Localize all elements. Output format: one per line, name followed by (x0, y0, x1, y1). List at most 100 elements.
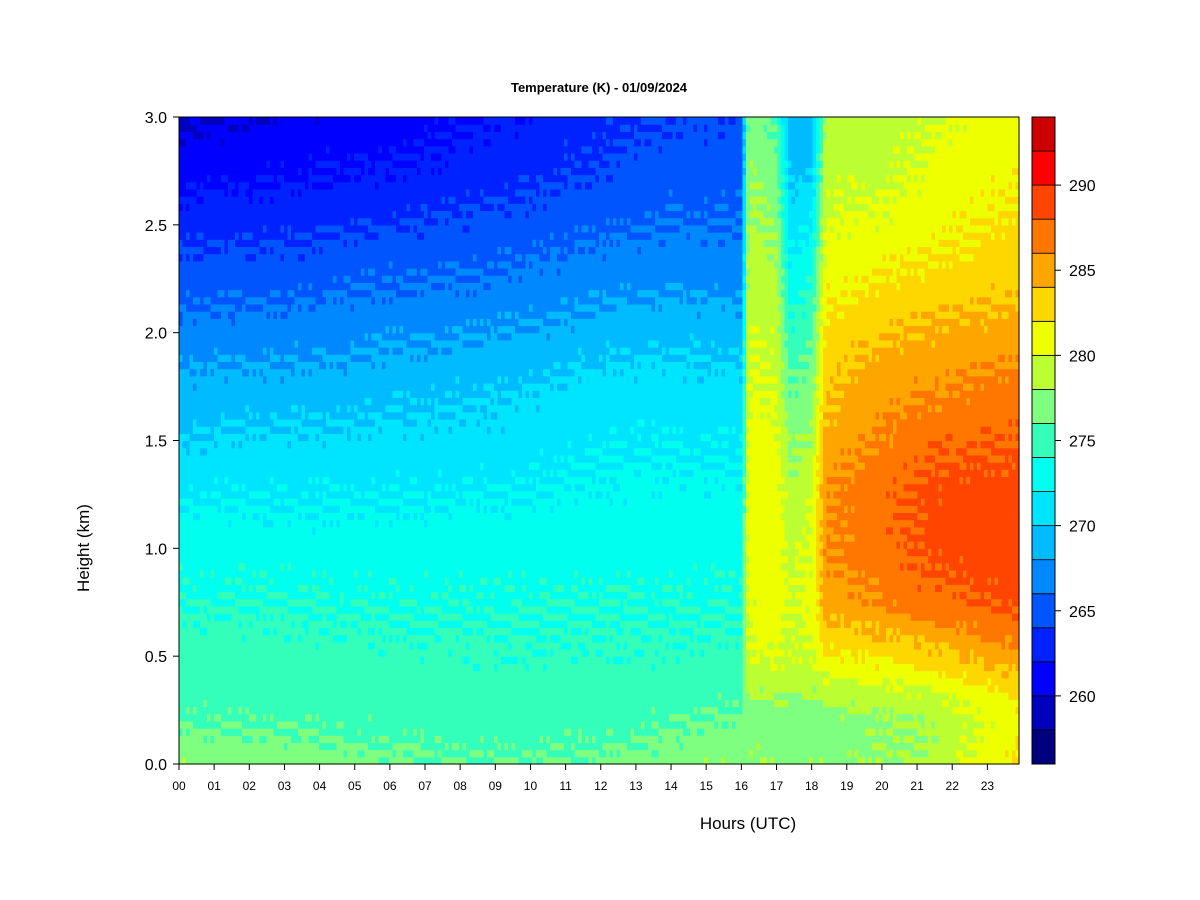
heatmap-cell (294, 720, 299, 729)
heatmap-cell (179, 152, 184, 161)
heatmap-cell (228, 648, 233, 657)
heatmap-cell (347, 569, 352, 578)
heatmap-cell (273, 203, 278, 212)
heatmap-cell (277, 174, 282, 183)
heatmap-cell (364, 397, 369, 406)
heatmap-cell (238, 181, 243, 190)
heatmap-cell (326, 677, 331, 686)
heatmap-cell (193, 138, 198, 147)
heatmap-cell (217, 275, 222, 283)
heatmap-cell (350, 670, 355, 679)
heatmap-cell (200, 311, 205, 319)
heatmap-cell (245, 533, 250, 542)
heatmap-cell (284, 311, 289, 319)
heatmap-cell (315, 562, 320, 571)
heatmap-cell (294, 318, 299, 327)
heatmap-cell (354, 318, 359, 327)
heatmap-cell (336, 332, 341, 341)
heatmap-cell (287, 382, 292, 391)
heatmap-cell (196, 404, 201, 413)
heatmap-cell (273, 749, 278, 758)
heatmap-cell (368, 656, 373, 664)
heatmap-cell (368, 267, 373, 276)
heatmap-cell (189, 598, 194, 607)
heatmap-cell (189, 390, 194, 398)
heatmap-cell (263, 433, 268, 442)
heatmap-cell (326, 382, 331, 391)
heatmap-cell (221, 577, 226, 585)
heatmap-cell (228, 533, 233, 542)
heatmap-cell (298, 569, 303, 578)
heatmap-cell (242, 375, 247, 384)
heatmap-cell (315, 577, 320, 585)
heatmap-cell (336, 131, 341, 140)
heatmap-cell (189, 706, 194, 715)
heatmap-cell (263, 677, 268, 686)
heatmap-cell (301, 217, 306, 226)
heatmap-cell (196, 519, 201, 528)
heatmap-cell (347, 598, 352, 607)
heatmap-cell (238, 648, 243, 657)
heatmap-cell (266, 699, 271, 708)
heatmap-cell (347, 584, 352, 593)
heatmap-cell (354, 756, 359, 765)
heatmap-cell (322, 742, 327, 751)
heatmap-cell (291, 174, 296, 183)
heatmap-cell (263, 145, 268, 154)
heatmap-cell (301, 124, 306, 132)
heatmap-cell (277, 577, 282, 585)
heatmap-cell (252, 656, 257, 664)
heatmap-cell (263, 641, 268, 650)
heatmap-cell (186, 196, 191, 204)
heatmap-cell (252, 411, 257, 420)
heatmap-cell (319, 253, 324, 262)
heatmap-cell (259, 217, 264, 226)
heatmap-cell (224, 433, 229, 442)
heatmap-cell (305, 152, 310, 161)
heatmap-cell (231, 569, 236, 578)
heatmap-cell (270, 548, 275, 557)
heatmap-cell (207, 555, 212, 564)
heatmap-cell (235, 260, 240, 269)
heatmap-cell (186, 656, 191, 664)
heatmap-cell (228, 124, 233, 132)
heatmap-cell (347, 756, 352, 765)
heatmap-cell (371, 677, 376, 686)
heatmap-cell (200, 584, 205, 593)
heatmap-cell (245, 462, 250, 470)
heatmap-cell (228, 375, 233, 384)
heatmap-cell (186, 663, 191, 672)
heatmap-cell (291, 224, 296, 233)
heatmap-cell (329, 160, 334, 168)
heatmap-cell (361, 138, 366, 147)
heatmap-cell (315, 282, 320, 291)
heatmap-cell (231, 483, 236, 492)
heatmap-cell (357, 232, 362, 240)
heatmap-cell (179, 239, 184, 247)
heatmap-cell (277, 303, 282, 312)
heatmap-cell (329, 361, 334, 370)
heatmap-cell (350, 303, 355, 312)
heatmap-cell (368, 282, 373, 291)
heatmap-cell (301, 656, 306, 664)
heatmap-cell (182, 332, 187, 341)
heatmap-cell (322, 454, 327, 463)
heatmap-cell (280, 117, 285, 125)
heatmap-cell (203, 397, 208, 406)
heatmap-cell (179, 160, 184, 168)
heatmap-cell (273, 620, 278, 629)
heatmap-cell (193, 282, 198, 291)
heatmap-cell (357, 311, 362, 319)
heatmap-cell (249, 447, 254, 456)
heatmap-cell (210, 476, 215, 485)
heatmap-cell (270, 533, 275, 542)
heatmap-cell (308, 210, 313, 219)
heatmap-cell (364, 347, 369, 355)
heatmap-cell (182, 181, 187, 190)
heatmap-cell (263, 483, 268, 492)
heatmap-cell (319, 462, 324, 470)
heatmap-cell (182, 742, 187, 751)
heatmap-cell (336, 232, 341, 240)
heatmap-cell (301, 634, 306, 643)
heatmap-cell (361, 598, 366, 607)
